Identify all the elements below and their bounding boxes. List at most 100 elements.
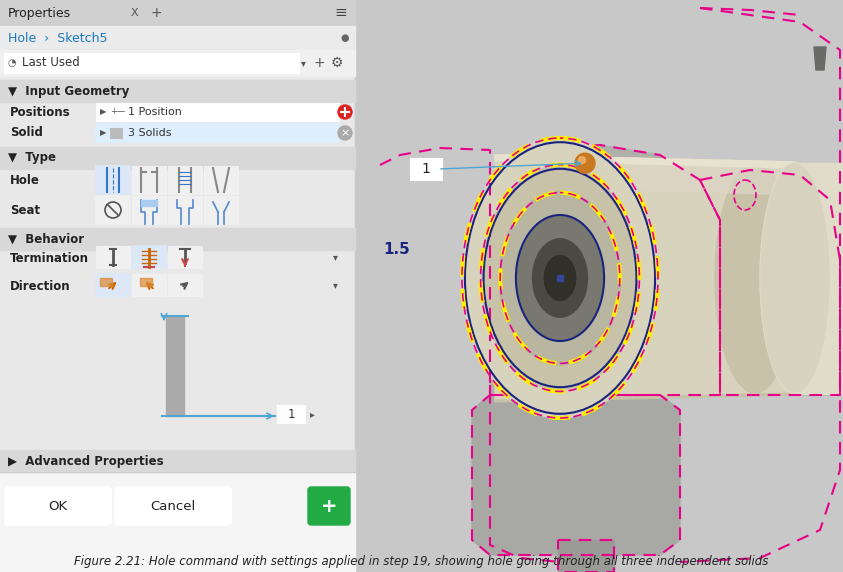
- Bar: [0, 472, 355, 572]
- Ellipse shape: [760, 162, 830, 394]
- Bar: [204, 196, 238, 224]
- FancyBboxPatch shape: [5, 487, 111, 525]
- Bar: [141, 200, 157, 206]
- FancyBboxPatch shape: [308, 487, 350, 525]
- Text: Figure 2.21: Hole command with settings applied in step 19, showing hole going t: Figure 2.21: Hole command with settings …: [74, 555, 768, 568]
- Bar: [100, 278, 112, 286]
- Text: ●: ●: [341, 33, 349, 43]
- Polygon shape: [495, 155, 795, 195]
- Bar: [204, 166, 238, 194]
- Polygon shape: [490, 145, 720, 395]
- Polygon shape: [495, 155, 795, 168]
- Ellipse shape: [462, 138, 658, 418]
- Bar: [0, 450, 355, 472]
- Text: Last Used: Last Used: [22, 57, 80, 70]
- Text: ▼  Type: ▼ Type: [8, 152, 56, 165]
- Text: ◔: ◔: [8, 58, 17, 68]
- Bar: [110, 128, 122, 138]
- Bar: [96, 246, 130, 268]
- Text: ×: ×: [341, 128, 350, 138]
- Bar: [96, 196, 130, 224]
- Bar: [0, 0, 355, 572]
- Text: ▼  Behavior: ▼ Behavior: [8, 232, 84, 245]
- Text: ▶: ▶: [100, 108, 106, 117]
- Bar: [96, 103, 339, 121]
- Bar: [140, 278, 152, 286]
- Text: 1 Position: 1 Position: [128, 107, 182, 117]
- Bar: [166, 316, 184, 416]
- Bar: [132, 246, 166, 268]
- Polygon shape: [472, 395, 680, 555]
- Text: +: +: [320, 496, 337, 515]
- Text: Hole  ›  Sketch5: Hole › Sketch5: [8, 31, 108, 45]
- Text: ▾: ▾: [332, 252, 337, 262]
- Bar: [168, 196, 202, 224]
- Bar: [0, 80, 355, 102]
- Ellipse shape: [481, 166, 638, 390]
- Bar: [355, 0, 843, 572]
- Polygon shape: [495, 155, 795, 163]
- Text: Hole: Hole: [10, 173, 40, 186]
- Circle shape: [338, 105, 352, 119]
- Circle shape: [575, 153, 595, 173]
- Text: Solid: Solid: [10, 126, 43, 140]
- Ellipse shape: [517, 216, 603, 340]
- Bar: [0, 26, 355, 50]
- Text: +: +: [314, 56, 325, 70]
- Text: 1: 1: [422, 162, 431, 176]
- Bar: [0, 50, 355, 76]
- Text: +: +: [150, 6, 162, 20]
- Ellipse shape: [533, 239, 588, 317]
- Bar: [0, 0, 355, 26]
- Ellipse shape: [499, 191, 620, 365]
- Text: X: X: [132, 8, 139, 18]
- Bar: [0, 147, 355, 169]
- Polygon shape: [814, 47, 826, 70]
- Bar: [96, 166, 130, 194]
- Circle shape: [578, 157, 586, 164]
- Text: Positions: Positions: [10, 105, 71, 118]
- Bar: [168, 274, 202, 296]
- Bar: [557, 275, 563, 281]
- Circle shape: [338, 126, 352, 140]
- Text: ▶: ▶: [100, 129, 106, 137]
- Text: ⚙: ⚙: [330, 56, 343, 70]
- Bar: [168, 246, 202, 268]
- Text: 1: 1: [287, 407, 295, 420]
- Bar: [0, 228, 355, 250]
- Bar: [96, 124, 339, 142]
- Bar: [132, 274, 166, 296]
- Bar: [4, 53, 299, 73]
- Ellipse shape: [715, 163, 795, 393]
- Text: OK: OK: [48, 499, 67, 513]
- Bar: [795, 163, 843, 394]
- Text: ▶  Advanced Properties: ▶ Advanced Properties: [8, 455, 164, 467]
- Text: ▸: ▸: [310, 409, 315, 419]
- Bar: [410, 158, 442, 180]
- Ellipse shape: [761, 164, 829, 392]
- Text: ▼  Input Geometry: ▼ Input Geometry: [8, 85, 129, 97]
- Text: +—: +—: [110, 108, 126, 117]
- Text: Termination: Termination: [10, 252, 89, 264]
- Text: Seat: Seat: [10, 204, 40, 216]
- Bar: [277, 405, 305, 423]
- Polygon shape: [700, 170, 840, 395]
- FancyBboxPatch shape: [115, 487, 231, 525]
- Text: Cancel: Cancel: [150, 499, 196, 513]
- Text: Direction: Direction: [10, 280, 71, 292]
- Ellipse shape: [545, 256, 576, 300]
- Bar: [96, 274, 130, 296]
- Text: ▾: ▾: [332, 280, 337, 290]
- Text: ≡: ≡: [335, 6, 347, 21]
- Bar: [132, 166, 166, 194]
- Text: Properties: Properties: [8, 6, 71, 19]
- Bar: [132, 196, 166, 224]
- Polygon shape: [495, 393, 795, 402]
- Text: ▾: ▾: [301, 58, 305, 68]
- Polygon shape: [558, 540, 614, 572]
- Bar: [168, 166, 202, 194]
- Polygon shape: [495, 155, 795, 400]
- Text: 1.5: 1.5: [383, 243, 410, 257]
- Ellipse shape: [464, 141, 656, 415]
- Text: 3 Solids: 3 Solids: [128, 128, 171, 138]
